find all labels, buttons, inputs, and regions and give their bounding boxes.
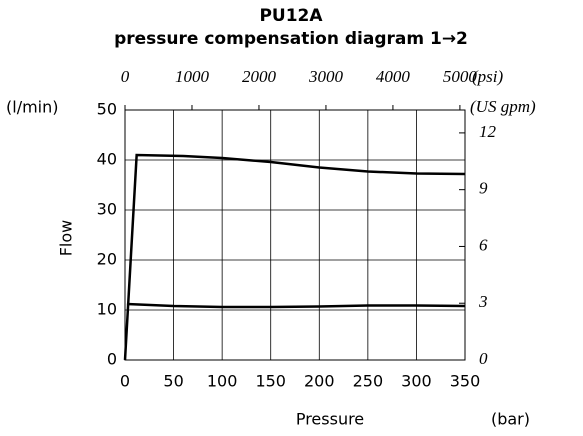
x2-axis-unit: (psi) [472, 67, 504, 86]
y-tick-label: 0 [107, 350, 117, 369]
x-tick-label: 300 [401, 372, 432, 391]
x-tick-label: 50 [163, 372, 183, 391]
x2-tick-label: 4000 [376, 67, 411, 86]
x2-tick-label: 1000 [175, 67, 210, 86]
y-tick-label: 30 [97, 200, 117, 219]
y-tick-label: 40 [97, 150, 117, 169]
y2-tick-label: 6 [479, 235, 488, 254]
line-series [123, 153, 466, 361]
x-tick-label: 350 [450, 372, 481, 391]
chart-title: PU12A [259, 6, 323, 26]
x-axis-unit: (bar) [491, 410, 530, 429]
y-axis-label: Flow [57, 220, 76, 257]
y2-tick-label: 3 [478, 292, 488, 311]
x-tick-label: 0 [120, 372, 130, 391]
x2-tick-label: 5000 [443, 67, 478, 86]
y2-tick-label: 9 [479, 179, 488, 198]
x-tick-label: 200 [304, 372, 335, 391]
x-tick-label: 250 [353, 372, 384, 391]
plot-frame [124, 109, 466, 361]
x2-tick-label: 2000 [242, 67, 277, 86]
line-series [126, 302, 466, 309]
y-axis-unit: (l/min) [6, 98, 59, 117]
x-axis-label: Pressure [296, 410, 364, 429]
y2-tick-label: 0 [479, 349, 488, 368]
y-tick-label: 10 [97, 300, 117, 319]
y2-axis-unit: (US gpm) [470, 97, 536, 116]
x-tick-label: 150 [255, 372, 286, 391]
x2-tick-label: 3000 [308, 67, 344, 86]
y-tick-label: 50 [97, 100, 117, 119]
y2-tick-label: 12 [479, 122, 497, 141]
chart-subtitle: pressure compensation diagram 1→2 [114, 29, 468, 49]
y-tick-label: 20 [97, 250, 117, 269]
x-tick-label: 100 [207, 372, 238, 391]
x2-tick-label: 0 [121, 67, 130, 86]
